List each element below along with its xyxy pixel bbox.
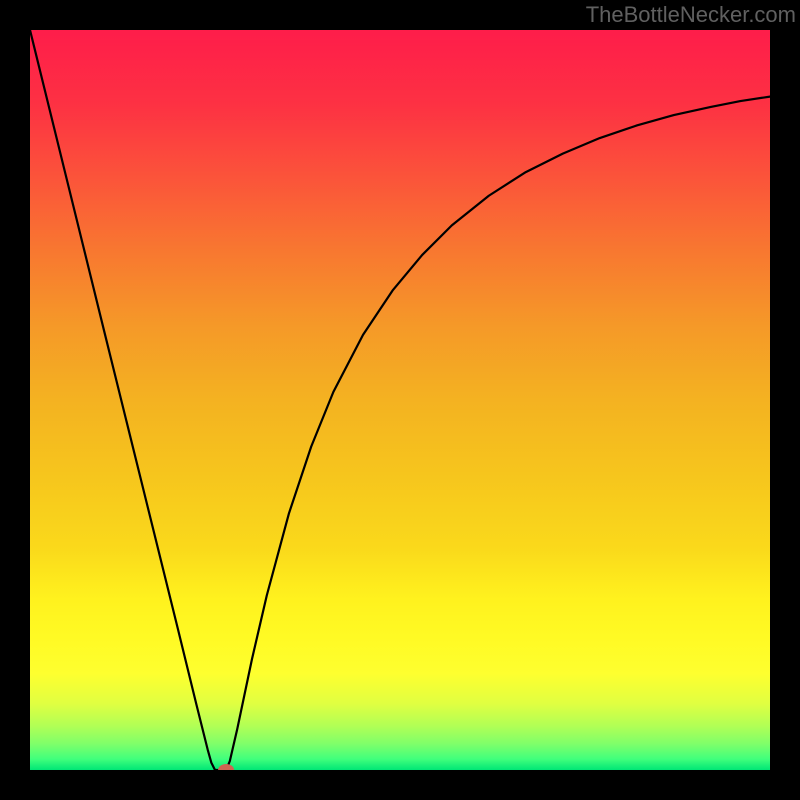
attribution-label: TheBottleNecker.com [586,2,796,28]
plot-svg [30,30,770,770]
plot-background [30,30,770,770]
plot-area [30,30,770,770]
chart-container: TheBottleNecker.com [0,0,800,800]
